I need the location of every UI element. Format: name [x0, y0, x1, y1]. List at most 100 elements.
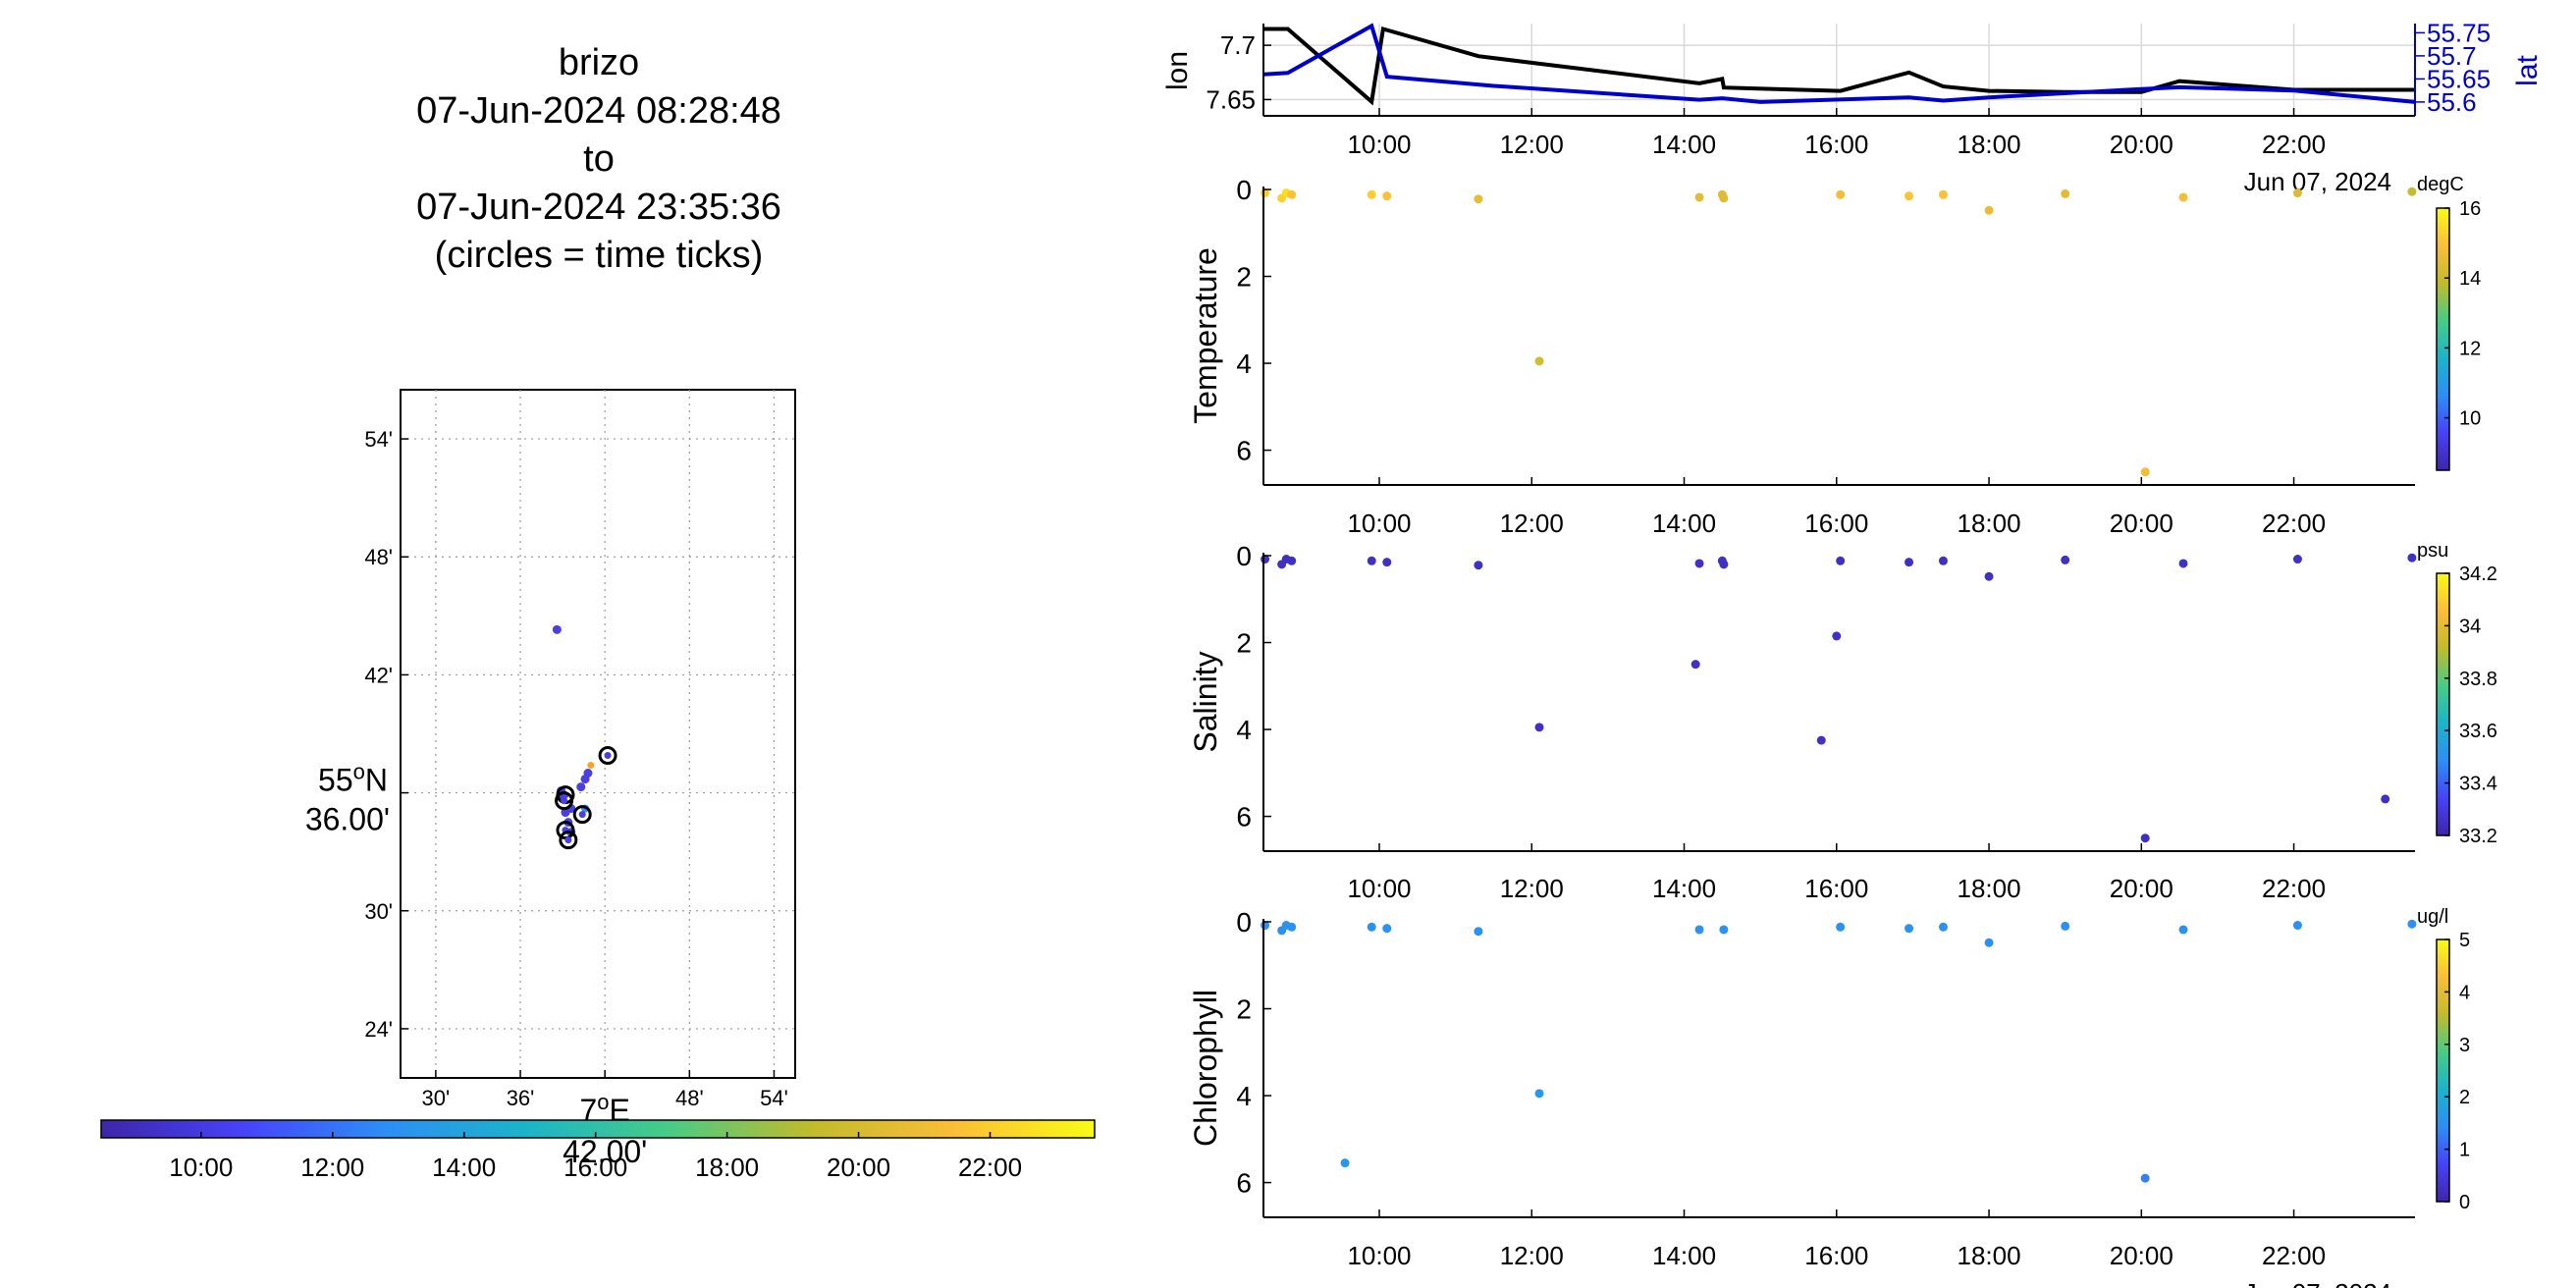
- x-tick-label: 22:00: [2262, 1241, 2326, 1270]
- map-x-tick-label: 48': [675, 1086, 704, 1110]
- x-tick-label: 18:00: [1958, 130, 2021, 159]
- data-point: [2407, 553, 2417, 563]
- data-point: [1367, 922, 1376, 932]
- x-tick-label: 18:00: [1958, 874, 2021, 903]
- data-point: [1382, 191, 1392, 201]
- data-point: [2407, 187, 2417, 196]
- y-tick-label: 4: [1236, 715, 1252, 745]
- data-point: [1694, 192, 1704, 202]
- data-point: [1382, 558, 1392, 567]
- lat-series-line: [1262, 23, 2416, 104]
- x-tick-label: 20:00: [2110, 130, 2174, 159]
- data-point: [1534, 1089, 1544, 1099]
- data-point: [2407, 919, 2417, 929]
- time-colorbar-tick-label: 16:00: [564, 1153, 627, 1182]
- data-point: [1938, 189, 1948, 199]
- data-point: [2292, 921, 2302, 931]
- colorbar-gradient: [2436, 939, 2450, 1203]
- y-axis-label: Chlorophyll: [1188, 990, 1223, 1147]
- data-point: [1905, 558, 1914, 567]
- colorbar-unit-label: degC: [2417, 174, 2464, 195]
- colorbar-tick-label: 2: [2459, 1087, 2470, 1108]
- data-point: [1474, 561, 1483, 570]
- data-point: [1534, 723, 1544, 732]
- x-tick-label: 14:00: [1652, 509, 1716, 538]
- salinity-panel: 0 2 4 6 Salinity 10:00 12:00 14:00 16:00 18:00 20:…: [1188, 540, 2497, 944]
- y-tick-label: 6: [1236, 436, 1252, 466]
- data-point: [2178, 192, 2188, 202]
- map-x-tick-label: 30': [422, 1086, 451, 1110]
- x-tick-label: 10:00: [1347, 130, 1411, 159]
- y-axis-label: Temperature: [1188, 247, 1223, 424]
- y-tick-label: 0: [1236, 907, 1252, 938]
- title-to: to: [583, 138, 615, 180]
- colorbar-tick-label: 14: [2459, 268, 2481, 290]
- figure-title: brizo 07-Jun-2024 08:28:48 to 07-Jun-202…: [295, 39, 903, 280]
- colorbar-tick-label: 3: [2459, 1035, 2470, 1056]
- x-tick-label: 10:00: [1347, 874, 1411, 903]
- data-point: [1719, 193, 1729, 203]
- y-tick-label: 0: [1236, 541, 1252, 571]
- map-y-tick-label: 42': [364, 663, 393, 687]
- map-y-tick-label: 54': [364, 427, 393, 452]
- lat-tick-label: 55.75: [2427, 18, 2491, 47]
- x-tick-label: 16:00: [1804, 509, 1868, 538]
- map-x-label-hem: E: [610, 1093, 630, 1128]
- x-tick-label: 14:00: [1652, 130, 1716, 159]
- colorbar-unit-label: psu: [2417, 540, 2448, 562]
- x-tick-label: 14:00: [1652, 874, 1716, 903]
- data-point: [1287, 922, 1297, 932]
- lon-tick-label: 7.65: [1206, 84, 1256, 114]
- map-track-point: [576, 782, 586, 792]
- data-point: [2061, 555, 2070, 564]
- y-tick-label: 4: [1236, 1081, 1252, 1111]
- lat-tick-label: 55.6: [2427, 87, 2477, 117]
- data-point: [1690, 660, 1700, 670]
- time-colorbar-tick-label: 10:00: [169, 1153, 233, 1182]
- data-point: [2061, 188, 2070, 198]
- data-point: [1905, 191, 1914, 201]
- map-x-label-min: 42.00': [563, 1134, 647, 1169]
- data-point: [1367, 189, 1376, 199]
- colorbar-tick-label: 10: [2459, 408, 2481, 430]
- y-tick-label: 2: [1236, 994, 1252, 1025]
- data-point: [2178, 925, 2188, 935]
- data-point: [2292, 555, 2302, 564]
- colorbar-tick-label: 4: [2459, 982, 2470, 1003]
- x-tick-label: 14:00: [1652, 1241, 1716, 1270]
- map-track-point: [552, 624, 562, 634]
- data-point: [1340, 1158, 1350, 1168]
- data-point: [1984, 571, 1994, 581]
- y-tick-label: 6: [1236, 1168, 1252, 1199]
- data-point: [1938, 922, 1948, 932]
- time-colorbar-tick-label: 12:00: [300, 1153, 364, 1182]
- map-track-point: [578, 811, 586, 819]
- data-point: [2140, 467, 2150, 477]
- data-point: [1382, 924, 1392, 934]
- x-tick-label: 12:00: [1500, 130, 1564, 159]
- colorbar-tick-label: 1: [2459, 1140, 2470, 1161]
- title-platform: brizo: [558, 42, 640, 83]
- y-tick-label: 6: [1236, 802, 1252, 832]
- colorbar-tick-label: 5: [2459, 930, 2470, 951]
- data-point: [1832, 631, 1842, 641]
- x-tick-label: 10:00: [1347, 509, 1411, 538]
- map-track-point: [580, 775, 590, 784]
- y-axis-label: Salinity: [1188, 651, 1223, 752]
- map-y-tick-label: 24': [364, 1017, 393, 1042]
- date-label-mask: [2209, 550, 2405, 579]
- time-colorbar-tick-label: 14:00: [432, 1153, 496, 1182]
- y-tick-label: 4: [1236, 349, 1252, 379]
- x-tick-label: 12:00: [1500, 874, 1564, 903]
- lat-axis-label: lat: [2511, 54, 2544, 85]
- data-point: [2292, 188, 2302, 198]
- data-point: [2061, 921, 2070, 931]
- data-point: [1905, 924, 1914, 934]
- data-point: [1367, 556, 1376, 565]
- data-point: [1474, 194, 1483, 204]
- time-colorbar-tick-label: 20:00: [827, 1153, 890, 1182]
- x-tick-label: 18:00: [1958, 509, 2021, 538]
- colorbar-gradient: [2436, 572, 2450, 836]
- x-tick-label: 12:00: [1500, 1241, 1564, 1270]
